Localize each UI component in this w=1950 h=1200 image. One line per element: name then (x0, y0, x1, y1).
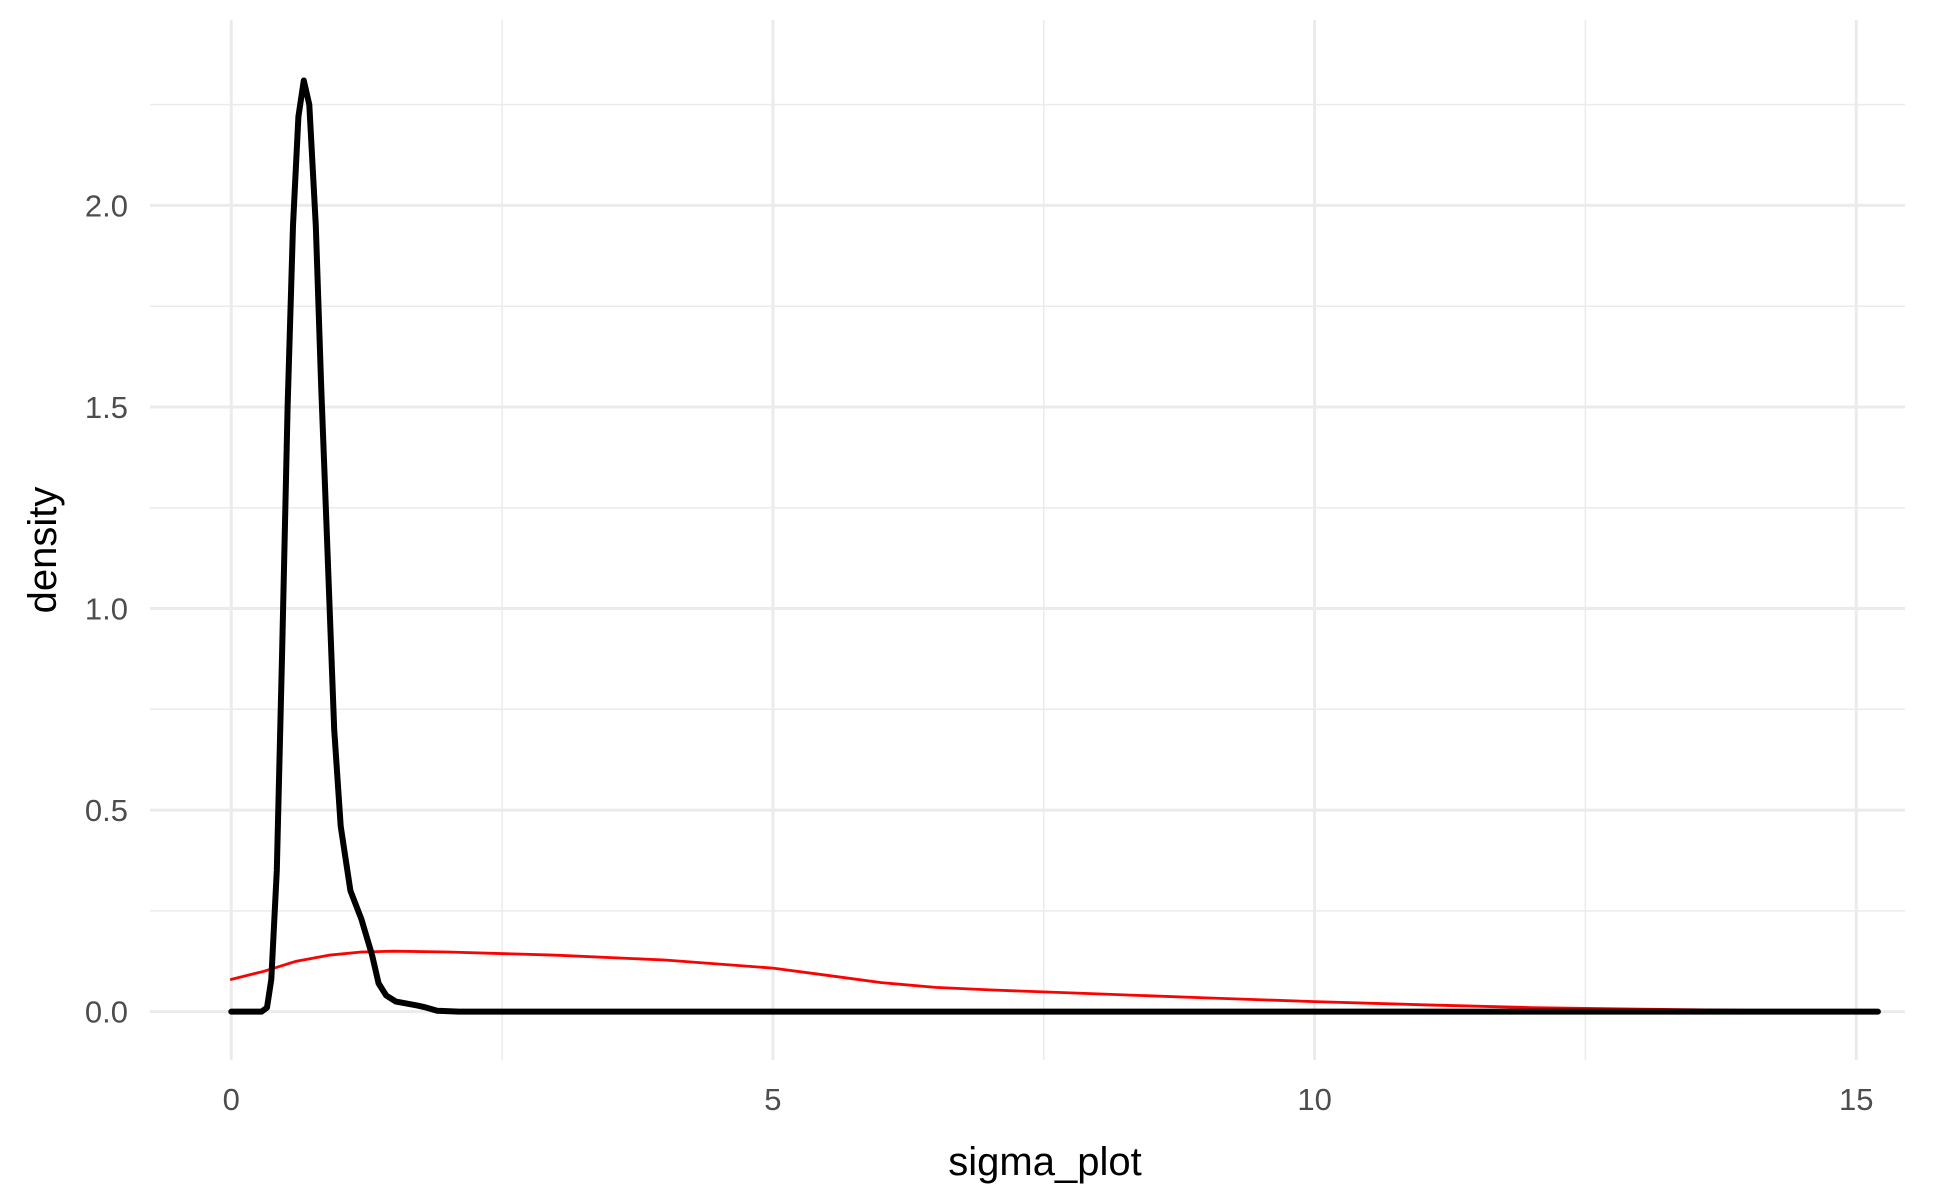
black-density-line (228, 77, 1881, 1015)
major-gridlines (150, 20, 1905, 1060)
y-axis-tick-labels: 0.0 0.5 1.0 1.5 2.0 (85, 188, 128, 1029)
x-tick-label: 0 (223, 1082, 240, 1117)
x-axis-tick-labels: 0 5 10 15 (223, 1082, 1874, 1117)
x-tick-label: 5 (764, 1082, 781, 1117)
x-axis-title: sigma_plot (948, 1140, 1141, 1184)
y-tick-label: 0.5 (85, 793, 128, 828)
series-layer (228, 77, 1881, 1015)
minor-gridlines (150, 20, 1905, 1060)
x-tick-label: 10 (1297, 1082, 1331, 1117)
y-tick-label: 2.0 (85, 188, 128, 223)
x-tick-label: 15 (1839, 1082, 1873, 1117)
y-tick-label: 0.0 (85, 995, 128, 1030)
y-tick-label: 1.5 (85, 390, 128, 425)
y-axis-title: density (21, 487, 65, 614)
y-tick-label: 1.0 (85, 592, 128, 627)
red-density-line (229, 949, 1880, 1013)
